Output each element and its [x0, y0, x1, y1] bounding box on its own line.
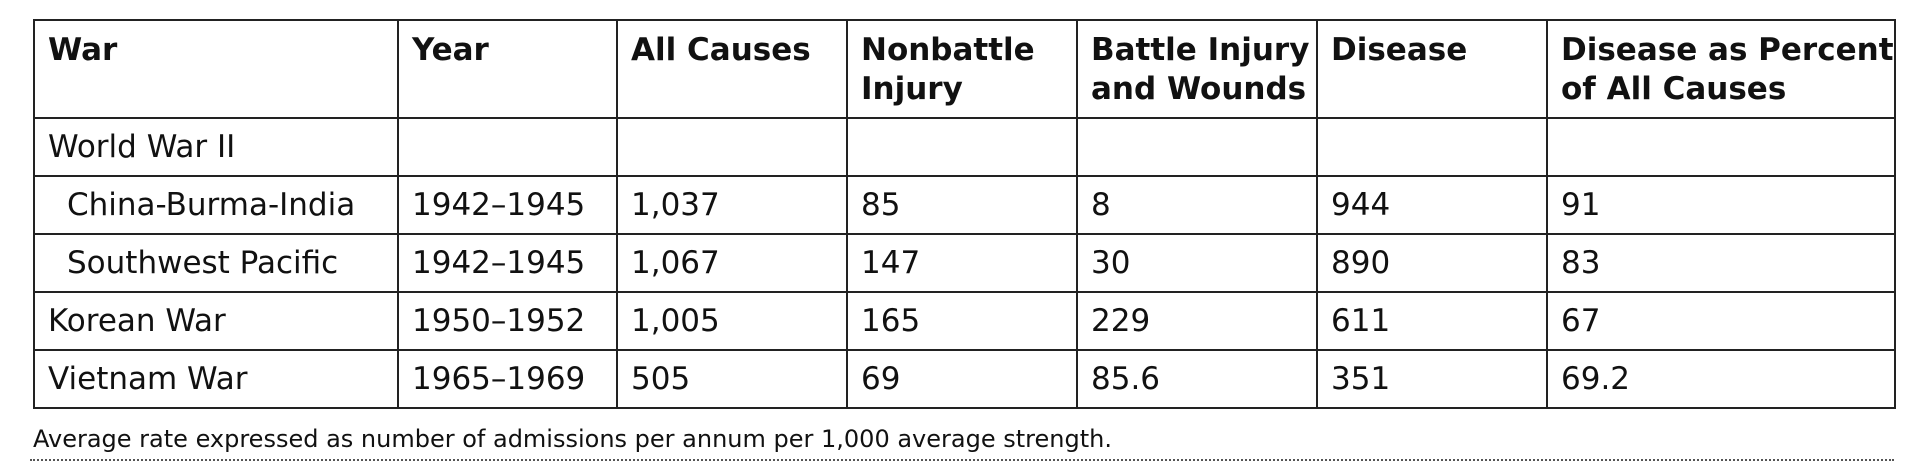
header-disease-percent: Disease as Percent of All Causes [1546, 19, 1896, 119]
cell-all-causes: 505 [616, 349, 848, 409]
cell-battle-injury [1076, 117, 1318, 177]
cell-year: 1942–1945 [397, 233, 618, 293]
cell-all-causes: 1,037 [616, 175, 848, 235]
cell-nonbattle-injury: 165 [846, 291, 1078, 351]
cell-all-causes [616, 117, 848, 177]
cell-disease [1316, 117, 1548, 177]
header-year: Year [397, 19, 618, 119]
cell-disease-percent: 69.2 [1546, 349, 1896, 409]
cell-year: 1965–1969 [397, 349, 618, 409]
cell-disease-percent: 67 [1546, 291, 1896, 351]
cell-war: China-Burma-India [33, 175, 399, 235]
cell-disease-percent: 91 [1546, 175, 1896, 235]
cell-year [397, 117, 618, 177]
cell-battle-injury: 85.6 [1076, 349, 1318, 409]
admissions-table: War Year All Causes Nonbattle Injury Bat… [33, 19, 1896, 409]
cell-war: World War II [33, 117, 399, 177]
table-row: Southwest Pacific 1942–1945 1,067 147 30… [33, 233, 1896, 293]
cell-disease: 944 [1316, 175, 1548, 235]
bottom-divider [30, 459, 1894, 464]
cell-disease-percent: 83 [1546, 233, 1896, 293]
cell-war: Vietnam War [33, 349, 399, 409]
cell-war: Southwest Pacific [33, 233, 399, 293]
cell-all-causes: 1,067 [616, 233, 848, 293]
cell-disease: 611 [1316, 291, 1548, 351]
cell-battle-injury: 30 [1076, 233, 1318, 293]
header-battle-injury: Battle Injury and Wounds [1076, 19, 1318, 119]
cell-disease: 890 [1316, 233, 1548, 293]
header-disease: Disease [1316, 19, 1548, 119]
cell-nonbattle-injury [846, 117, 1078, 177]
header-all-causes: All Causes [616, 19, 848, 119]
cell-nonbattle-injury: 85 [846, 175, 1078, 235]
cell-year: 1950–1952 [397, 291, 618, 351]
header-nonbattle-injury: Nonbattle Injury [846, 19, 1078, 119]
table-row: Korean War 1950–1952 1,005 165 229 611 6… [33, 291, 1896, 351]
table-row: China-Burma-India 1942–1945 1,037 85 8 9… [33, 175, 1896, 235]
cell-disease-percent [1546, 117, 1896, 177]
table-row: World War II [33, 117, 1896, 177]
cell-nonbattle-injury: 147 [846, 233, 1078, 293]
cell-disease: 351 [1316, 349, 1548, 409]
cell-year: 1942–1945 [397, 175, 618, 235]
table-row: Vietnam War 1965–1969 505 69 85.6 351 69… [33, 349, 1896, 409]
cell-nonbattle-injury: 69 [846, 349, 1078, 409]
header-row: War Year All Causes Nonbattle Injury Bat… [33, 19, 1896, 119]
cell-war: Korean War [33, 291, 399, 351]
cell-all-causes: 1,005 [616, 291, 848, 351]
cell-battle-injury: 229 [1076, 291, 1318, 351]
cell-battle-injury: 8 [1076, 175, 1318, 235]
header-war: War [33, 19, 399, 119]
table-footnote: Average rate expressed as number of admi… [33, 425, 1112, 453]
